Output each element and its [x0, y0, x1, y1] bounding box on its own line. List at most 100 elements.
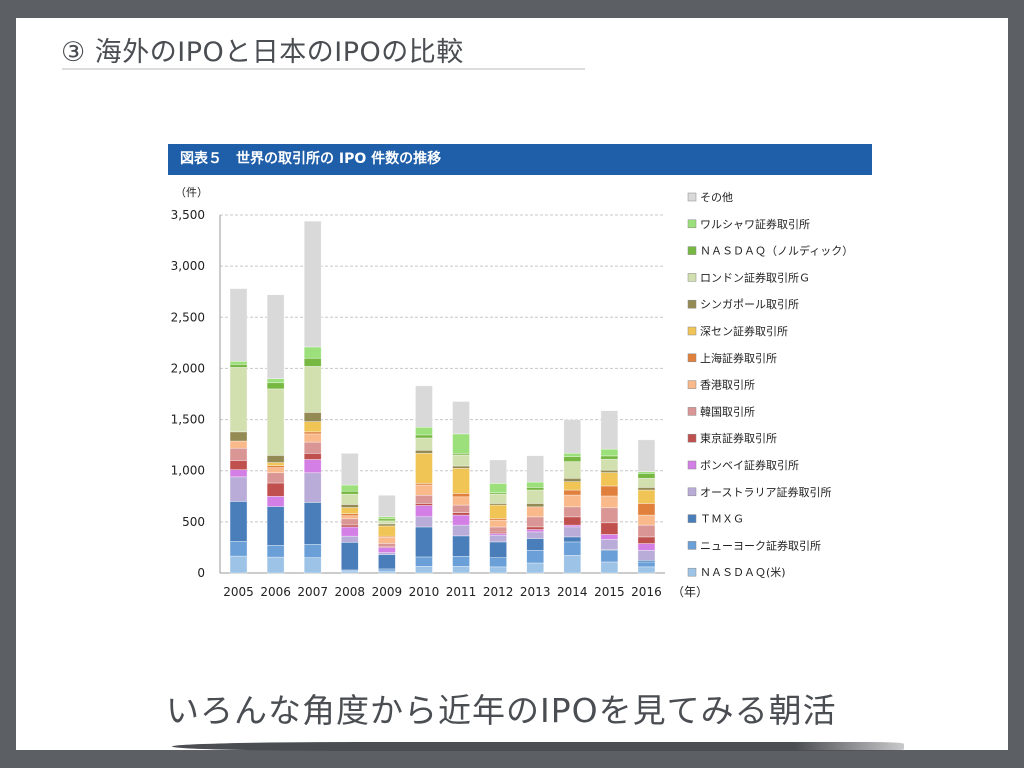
bar-segment [266, 495, 285, 507]
slide-title: ③ 海外のIPOと日本のIPOの比較 [61, 37, 464, 68]
bar-segment [452, 493, 470, 498]
bar-segment [340, 526, 359, 537]
bar-segment [378, 554, 396, 570]
bar-segment [378, 520, 396, 525]
bar-segment [563, 456, 582, 462]
bar-segment [415, 426, 433, 436]
legend-swatch [687, 460, 697, 470]
bar-segment [415, 494, 433, 504]
bar-segment [266, 556, 285, 574]
bar-segment [563, 555, 582, 574]
bar-segment [303, 366, 322, 413]
legend-label: ＴＭＸＧ [700, 513, 744, 526]
brush-underline [172, 742, 904, 751]
bar-segment [378, 536, 396, 544]
bar-segment [600, 485, 619, 497]
x-tick-label: 2006 [260, 585, 291, 599]
bar-segment [637, 524, 656, 538]
bar-segment [266, 382, 285, 390]
bar-segment [303, 220, 322, 348]
bar-segment [563, 541, 582, 556]
bar-segment [489, 493, 507, 504]
bar-segment [489, 557, 507, 568]
bar-segment [415, 453, 433, 484]
bar-segment [637, 536, 656, 544]
legend-label: 上海証券取引所 [700, 351, 777, 365]
bar-segment [526, 529, 545, 533]
bar-segment [452, 512, 470, 516]
bar-segment [378, 570, 396, 574]
bar-segment [378, 494, 396, 518]
legend-swatch [687, 326, 697, 336]
x-tick-label: 2011 [446, 585, 477, 599]
figure-header: 図表５ 世界の取引所の IPO 件数の推移 [168, 144, 872, 175]
legend-swatch [687, 541, 697, 550]
y-tick-label: 0 [197, 566, 205, 580]
bar-segment [563, 419, 582, 454]
legend-swatch [687, 514, 697, 523]
bar-segment [378, 568, 396, 572]
bar-segment [229, 364, 248, 368]
title-divider [62, 68, 585, 70]
bar-segment [637, 489, 656, 504]
bar-segment [452, 465, 470, 469]
bar-segment [637, 487, 656, 491]
y-tick-label: 1,000 [171, 464, 205, 478]
bar-segment [563, 489, 582, 496]
bar-segment [600, 539, 619, 550]
bar-segment [526, 538, 545, 551]
legend-label: ニューヨーク証券取引所 [700, 538, 821, 552]
legend-label: ボンベイ証券取引所 [700, 458, 799, 472]
bar-segment [340, 513, 359, 517]
legend-swatch [687, 487, 697, 497]
bar-segment [600, 522, 619, 535]
bar-segment [415, 484, 433, 496]
bar-segment [229, 367, 248, 433]
x-tick-label: 2009 [372, 585, 403, 599]
legend-label: オーストラリア証券取引所 [700, 485, 831, 499]
bar-segment [452, 401, 470, 435]
bar-segment [229, 555, 248, 574]
bar-segment [303, 431, 322, 435]
bar-segment [229, 460, 248, 470]
bar-segment [303, 459, 322, 474]
bar-segment [563, 516, 582, 526]
legend-swatch [687, 567, 697, 577]
bar-segment [378, 525, 396, 537]
bar-segment [563, 461, 582, 479]
bar-segment [563, 536, 582, 543]
bar-segment [266, 294, 285, 379]
bar-segment [563, 477, 582, 482]
bar-segment [266, 467, 285, 474]
bar-segment [600, 448, 619, 457]
bar-segment [266, 378, 285, 384]
bar-segment [563, 526, 582, 538]
bar-segment [415, 556, 433, 567]
legend-swatch [687, 299, 697, 309]
bar-segment [415, 503, 433, 506]
bar-segment [340, 453, 359, 486]
bar-segment [637, 473, 656, 479]
bar-segment [563, 481, 582, 491]
bar-segment [489, 534, 507, 543]
bar-segment [303, 472, 322, 503]
bar-segment [415, 385, 433, 428]
bar-segment [340, 524, 359, 528]
bar-segment [637, 503, 656, 516]
bar-segment [266, 465, 285, 468]
bar-segment [489, 541, 507, 558]
bar-segment [378, 552, 396, 555]
y-tick-label: 2,000 [171, 361, 205, 375]
bar-segment [600, 469, 619, 473]
bar-segment [415, 437, 433, 451]
tagline: いろんな角度から近年のIPOを見てみる朝活 [166, 691, 837, 730]
bar-segment [340, 518, 359, 526]
bar-segment [303, 544, 322, 558]
bar-segment [266, 545, 285, 558]
bar-segment [303, 412, 322, 422]
bar-segment [452, 566, 470, 574]
bar-segment [637, 514, 656, 526]
bar-segment [229, 469, 248, 478]
x-tick-label: 2013 [520, 585, 551, 599]
y-tick-label: 500 [182, 515, 205, 529]
